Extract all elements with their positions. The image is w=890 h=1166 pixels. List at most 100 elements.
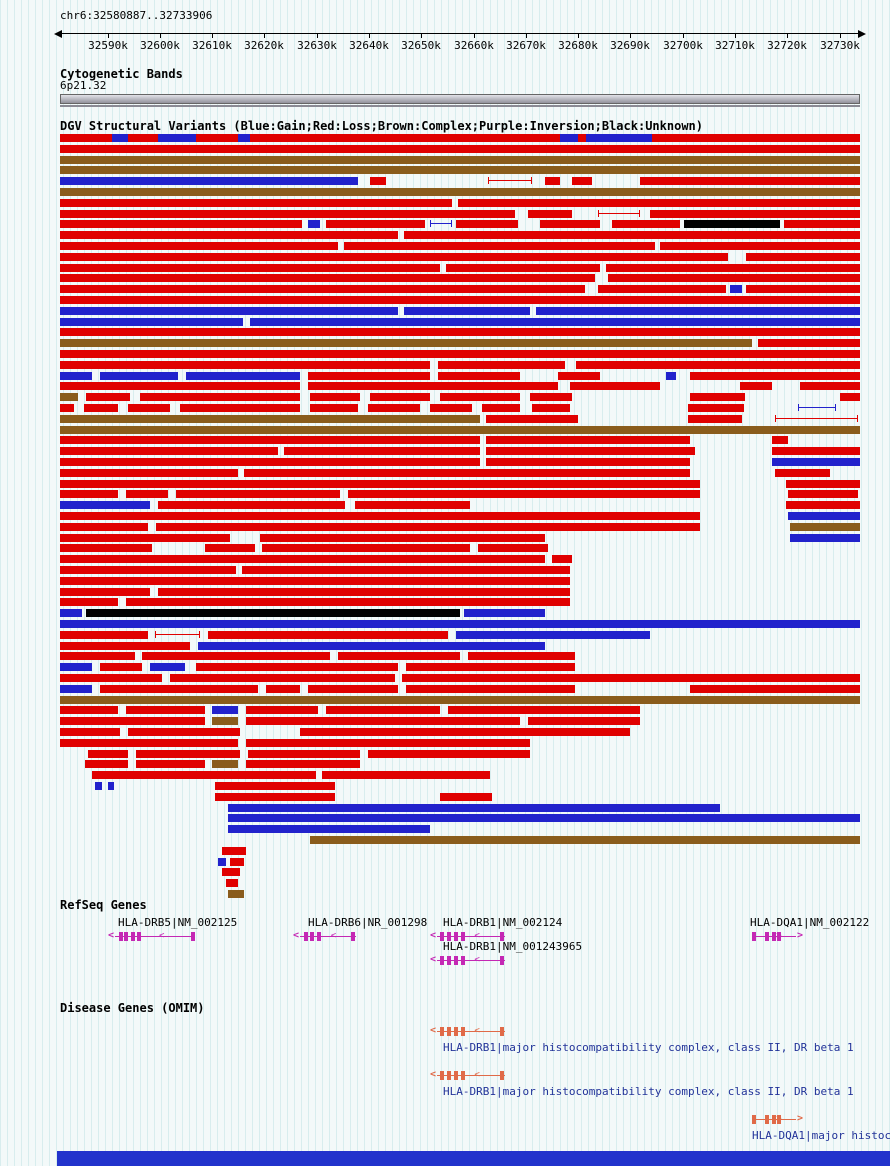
variant-segment[interactable] — [486, 414, 578, 423]
variant-segment[interactable] — [430, 220, 452, 228]
variant-segment[interactable] — [458, 198, 860, 207]
variant-segment[interactable] — [60, 317, 243, 326]
variant-segment[interactable] — [246, 738, 530, 747]
variant-segment[interactable] — [262, 544, 470, 553]
variant-segment[interactable] — [140, 393, 300, 402]
variant-segment[interactable] — [60, 609, 82, 618]
variant-segment[interactable] — [85, 760, 128, 769]
variant-segment[interactable] — [60, 296, 860, 304]
variant-segment[interactable] — [246, 706, 318, 715]
variant-segment[interactable] — [690, 684, 860, 693]
variant-segment[interactable] — [228, 825, 430, 834]
variant-segment[interactable] — [775, 414, 858, 422]
variant-segment[interactable] — [60, 522, 148, 531]
variant-segment[interactable] — [60, 414, 480, 423]
variant-segment[interactable] — [60, 479, 700, 488]
variant-segment[interactable] — [478, 544, 548, 553]
variant-segment[interactable] — [150, 663, 185, 672]
variant-segment[interactable] — [690, 371, 860, 380]
variant-segment[interactable] — [60, 393, 78, 402]
variant-segment[interactable] — [155, 630, 200, 638]
variant-segment[interactable] — [800, 382, 860, 391]
variant-segment[interactable] — [60, 566, 236, 574]
gene-model[interactable]: < < — [430, 1069, 505, 1080]
variant-segment[interactable] — [212, 717, 238, 726]
variant-segment[interactable] — [266, 684, 300, 693]
variant-segment[interactable] — [684, 220, 780, 229]
variant-segment[interactable] — [612, 220, 680, 229]
variant-segment[interactable] — [244, 468, 690, 477]
variant-segment[interactable] — [666, 371, 676, 380]
variant-segment[interactable] — [60, 630, 148, 639]
variant-segment[interactable] — [60, 209, 515, 218]
variant-segment[interactable] — [60, 306, 398, 315]
variant-segment[interactable] — [482, 404, 520, 412]
variant-segment[interactable] — [228, 814, 860, 823]
variant-segment[interactable] — [688, 404, 744, 412]
variant-segment[interactable] — [250, 317, 860, 326]
variant-segment[interactable] — [598, 285, 726, 294]
variant-segment[interactable] — [60, 587, 150, 596]
variant-segment[interactable] — [740, 382, 772, 391]
variant-segment[interactable] — [238, 134, 250, 142]
variant-segment[interactable] — [552, 555, 572, 564]
gene-model[interactable]: > > — [752, 930, 803, 941]
variant-segment[interactable] — [60, 706, 118, 715]
variant-segment[interactable] — [86, 609, 460, 618]
variant-segment[interactable] — [60, 274, 595, 283]
variant-segment[interactable] — [226, 879, 238, 888]
variant-segment[interactable] — [100, 371, 178, 380]
variant-segment[interactable] — [790, 533, 860, 542]
variant-segment[interactable] — [586, 134, 652, 142]
variant-segment[interactable] — [650, 209, 860, 218]
variant-segment[interactable] — [170, 674, 395, 682]
variant-segment[interactable] — [126, 490, 168, 499]
variant-segment[interactable] — [246, 760, 360, 769]
variant-segment[interactable] — [60, 695, 860, 704]
variant-segment[interactable] — [92, 771, 316, 780]
variant-segment[interactable] — [560, 134, 578, 142]
variant-segment[interactable] — [60, 360, 430, 369]
gene-model[interactable]: < < — [108, 930, 195, 941]
variant-segment[interactable] — [570, 382, 660, 391]
variant-segment[interactable] — [60, 468, 238, 477]
variant-segment[interactable] — [186, 371, 300, 380]
variant-segment[interactable] — [310, 393, 360, 402]
variant-segment[interactable] — [60, 177, 358, 186]
variant-segment[interactable] — [198, 641, 545, 650]
variant-segment[interactable] — [528, 717, 640, 726]
variant-segment[interactable] — [308, 371, 430, 380]
variant-segment[interactable] — [60, 598, 118, 607]
variant-segment[interactable] — [60, 263, 440, 272]
variant-segment[interactable] — [370, 177, 386, 186]
variant-segment[interactable] — [60, 404, 74, 412]
variant-segment[interactable] — [326, 220, 425, 229]
variant-segment[interactable] — [284, 447, 480, 456]
gene-model[interactable]: < < — [430, 930, 505, 941]
variant-segment[interactable] — [486, 458, 690, 466]
variant-segment[interactable] — [60, 674, 162, 682]
variant-segment[interactable] — [788, 490, 858, 499]
variant-segment[interactable] — [84, 404, 118, 412]
variant-segment[interactable] — [448, 706, 640, 715]
variant-segment[interactable] — [788, 512, 860, 520]
variant-segment[interactable] — [60, 652, 135, 661]
variant-segment[interactable] — [440, 393, 520, 402]
variant-segment[interactable] — [730, 285, 742, 294]
variant-segment[interactable] — [775, 468, 830, 477]
variant-segment[interactable] — [572, 177, 592, 186]
variant-segment[interactable] — [180, 404, 300, 412]
variant-segment[interactable] — [60, 717, 205, 726]
gene-model[interactable]: < < — [293, 930, 356, 941]
variant-segment[interactable] — [156, 522, 700, 531]
variant-segment[interactable] — [368, 404, 420, 412]
variant-segment[interactable] — [688, 414, 742, 423]
variant-segment[interactable] — [60, 198, 452, 207]
variant-segment[interactable] — [786, 501, 860, 510]
variant-segment[interactable] — [798, 404, 836, 411]
variant-segment[interactable] — [212, 760, 238, 769]
variant-segment[interactable] — [222, 846, 246, 855]
variant-segment[interactable] — [60, 728, 120, 736]
variant-segment[interactable] — [60, 490, 118, 499]
variant-segment[interactable] — [772, 458, 860, 466]
